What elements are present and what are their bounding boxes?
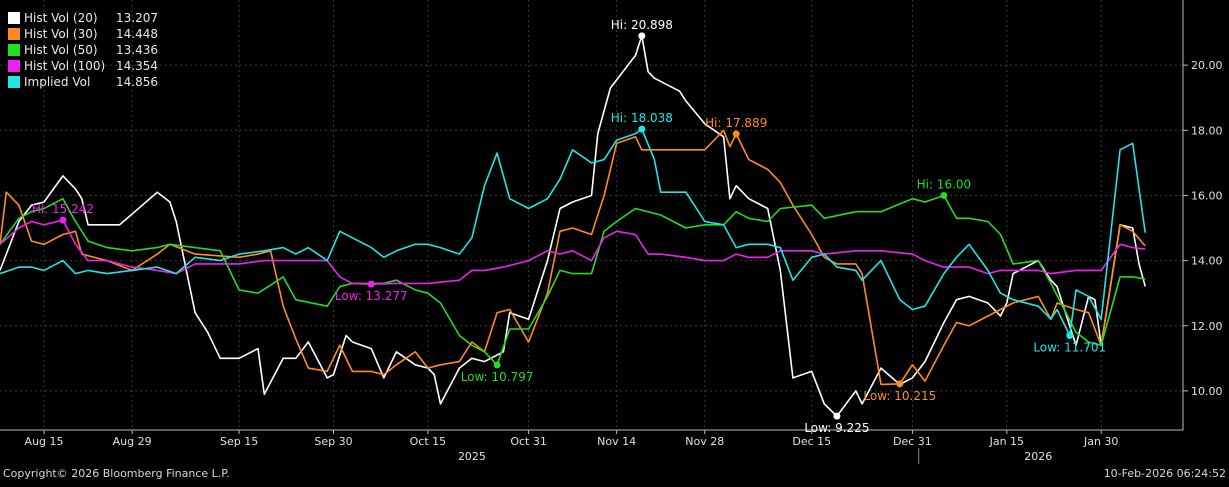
y-tick-label: 20.00: [1191, 59, 1223, 72]
annotation-label: Low: 11.701: [1033, 340, 1106, 354]
legend-series-value: 14.856: [116, 75, 158, 89]
annotation-marker: [1066, 331, 1074, 339]
annotation-marker: [638, 125, 646, 133]
annotation-label: Hi: 15.242: [32, 202, 94, 216]
chart-timestamp: 10-Feb-2026 06:24:52: [1103, 467, 1226, 480]
legend-swatch: [8, 76, 20, 88]
legend-series-value: 13.436: [116, 43, 158, 57]
legend-entry: Hist Vol (100) 14.354: [8, 58, 176, 74]
series-line-4: [0, 128, 1146, 337]
annotation-marker: [59, 216, 67, 224]
annotation-marker: [896, 380, 904, 388]
legend-swatch: [8, 12, 20, 24]
series-line-1: [0, 129, 1146, 386]
legend-series-name: Implied Vol: [24, 75, 91, 89]
x-tick-label: Jan 15: [989, 435, 1024, 448]
annotation-marker: [940, 191, 948, 199]
legend-entry: Implied Vol 14.856: [8, 74, 176, 90]
legend-series-value: 14.448: [116, 27, 158, 41]
x-tick-label: Sep 30: [314, 435, 352, 448]
x-tick-label: Jan 30: [1083, 435, 1118, 448]
annotation-marker: [367, 280, 375, 288]
year-label: 2025: [458, 450, 486, 463]
legend-swatch: [8, 60, 20, 72]
legend-swatch: [8, 44, 20, 56]
annotation-label: Hi: 16.00: [917, 177, 972, 191]
annotation-label: Low: 10.215: [863, 389, 936, 403]
y-tick-label: 18.00: [1191, 124, 1223, 137]
x-tick-label: Oct 15: [410, 435, 447, 448]
x-tick-label: Nov 28: [685, 435, 724, 448]
annotation-label: Low: 9.225: [804, 421, 869, 435]
x-tick-label: Aug 15: [25, 435, 64, 448]
legend-entry: Hist Vol (50) 13.436: [8, 42, 176, 58]
x-tick-label: Dec 31: [893, 435, 932, 448]
series-line-0: [0, 35, 1146, 418]
x-tick-label: Dec 15: [792, 435, 831, 448]
legend-series-value: 14.354: [116, 59, 158, 73]
legend-series-name: Hist Vol (100): [24, 59, 106, 73]
annotation-marker: [638, 32, 646, 40]
legend-entry: Hist Vol (30) 14.448: [8, 26, 176, 42]
annotation-label: Hi: 18.038: [611, 111, 673, 125]
annotation-marker: [833, 412, 841, 420]
y-tick-label: 16.00: [1191, 189, 1223, 202]
annotation-label: Hi: 17.889: [705, 116, 767, 130]
annotation-marker: [493, 361, 501, 369]
legend-entry: Hist Vol (20) 13.207: [8, 10, 176, 26]
copyright-notice: Copyright© 2026 Bloomberg Finance L.P.: [3, 467, 230, 480]
legend-swatch: [8, 28, 20, 40]
annotation-label: Low: 13.277: [335, 289, 408, 303]
legend-series-name: Hist Vol (30): [24, 27, 98, 41]
y-tick-label: 12.00: [1191, 320, 1223, 333]
series-line-3: [0, 219, 1146, 286]
chart-legend: Hist Vol (20) 13.207 Hist Vol (30) 14.448 Hi…: [8, 10, 176, 90]
x-tick-label: Aug 29: [113, 435, 152, 448]
legend-series-value: 13.207: [116, 11, 158, 25]
annotation-label: Hi: 20.898: [611, 18, 673, 32]
legend-series-name: Hist Vol (20): [24, 11, 98, 25]
series-line-2: [0, 194, 1146, 366]
y-tick-label: 14.00: [1191, 255, 1223, 268]
x-tick-label: Oct 31: [510, 435, 547, 448]
x-tick-label: Nov 14: [597, 435, 636, 448]
x-tick-label: Sep 15: [220, 435, 258, 448]
year-label: 2026: [1024, 450, 1052, 463]
annotation-label: Low: 10.797: [461, 370, 534, 384]
y-tick-label: 10.00: [1191, 385, 1223, 398]
annotation-marker: [732, 130, 740, 138]
legend-series-name: Hist Vol (50): [24, 43, 98, 57]
